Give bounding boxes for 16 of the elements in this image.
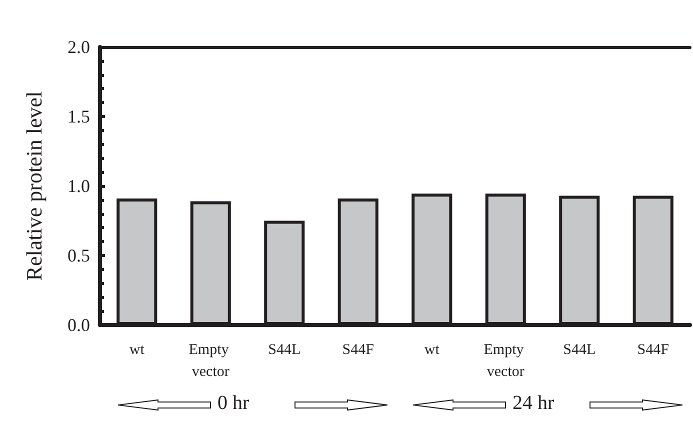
y-tick-label: 2.0: [68, 37, 90, 57]
y-tick-label: 0.0: [68, 315, 90, 335]
y-tick-label: 0.5: [68, 246, 90, 266]
text: 0 hr: [218, 392, 250, 414]
x-tick-label: S44F: [342, 342, 374, 358]
y-tick-label: 1.0: [68, 176, 90, 196]
x-tick-label: S44L: [268, 342, 301, 358]
x-tick-label: Empty vector: [188, 342, 232, 380]
x-tick-label: S44L: [563, 342, 596, 358]
x-tick-label: wt: [424, 342, 440, 358]
x-tick-label: S44F: [637, 342, 669, 358]
x-tick-label: Empty vector: [484, 342, 528, 380]
text: 24 hr: [512, 392, 554, 414]
x-tick-label: wt: [129, 342, 146, 358]
y-axis-title: Relative protein level: [22, 91, 46, 281]
y-tick-label: 1.5: [68, 106, 90, 126]
